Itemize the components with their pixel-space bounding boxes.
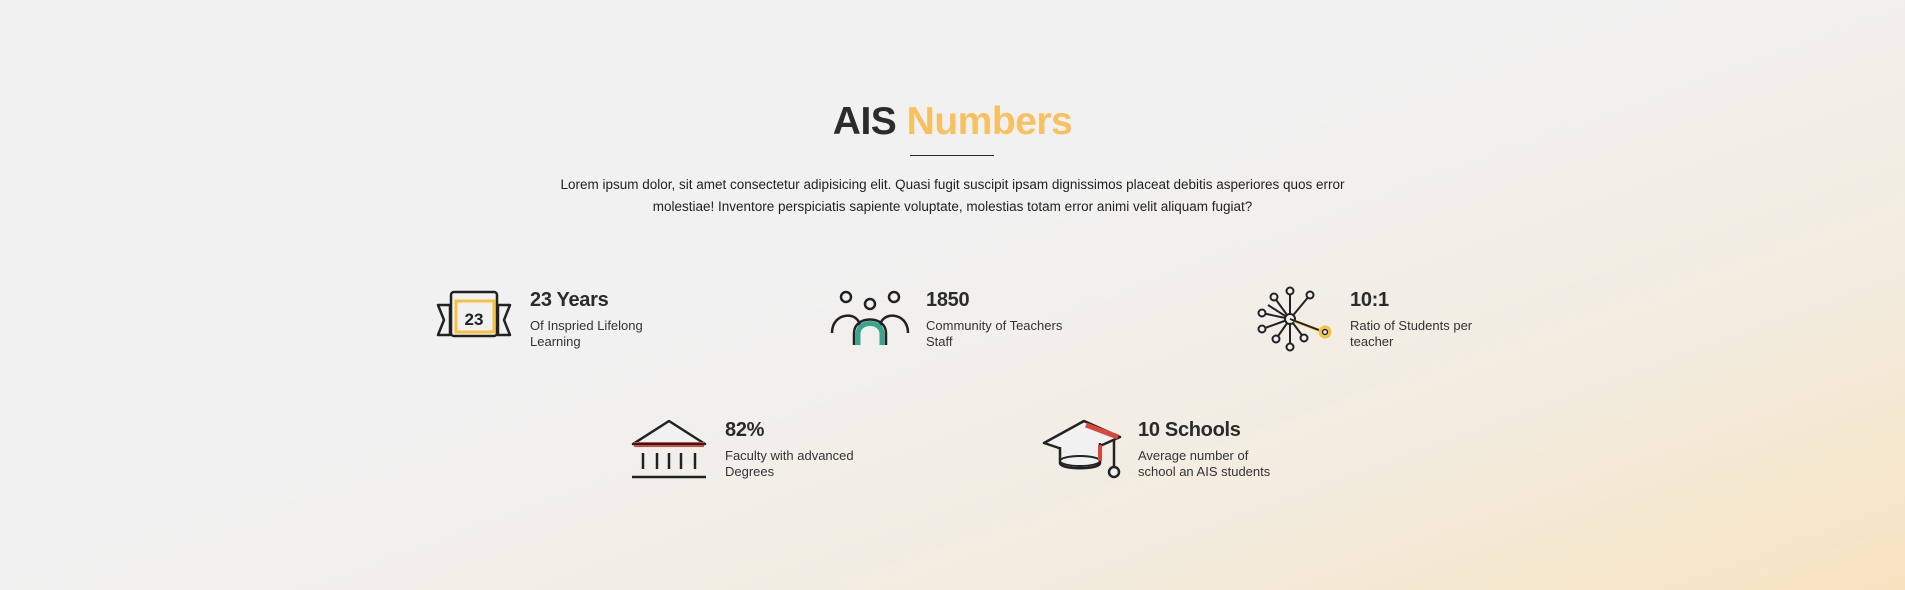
- calendar-ribbon-icon: 23: [436, 290, 512, 338]
- stat-value: 10 Schools: [1138, 419, 1241, 441]
- graduation-cap-icon: [1042, 419, 1122, 479]
- community-people-icon: [830, 290, 910, 345]
- network-nodes-icon: [1257, 286, 1332, 352]
- stat-description: Ratio of Students per teacher: [1350, 318, 1473, 349]
- stat-value: 23 Years: [530, 289, 609, 311]
- stat-description: Of Inspried Lifelong Learning: [530, 318, 643, 349]
- stat-ratio: 10:1 Ratio of Students per teacher: [1254, 283, 1500, 355]
- stat-description: Community of Teachers Staff: [926, 318, 1063, 349]
- stat-value: 82%: [725, 419, 765, 441]
- heading-part-ais: AIS: [832, 100, 897, 143]
- stat-value: 10:1: [1350, 289, 1389, 311]
- stat-community: 1850 Community of Teachers Staff: [830, 287, 1076, 351]
- stat-description: Average number of school an AIS students: [1138, 448, 1271, 479]
- section-heading: AIS Numbers: [0, 96, 1905, 148]
- institution-building-icon: [631, 419, 707, 479]
- heading-divider: [910, 155, 994, 156]
- stat-schools: 10 Schools Average number of school an A…: [1042, 417, 1288, 481]
- svg-text:23: 23: [465, 310, 484, 329]
- intro-paragraph: Lorem ipsum dolor, sit amet consectetur …: [560, 177, 1345, 214]
- stat-faculty: 82% Faculty with advanced Degrees: [629, 417, 875, 481]
- stat-years: 23 23 Years Of Inspried Lifelong Learnin…: [434, 287, 680, 351]
- stat-description: Faculty with advanced Degrees: [725, 448, 854, 479]
- heading-part-numbers: Numbers: [906, 100, 1073, 143]
- stat-value: 1850: [926, 289, 970, 311]
